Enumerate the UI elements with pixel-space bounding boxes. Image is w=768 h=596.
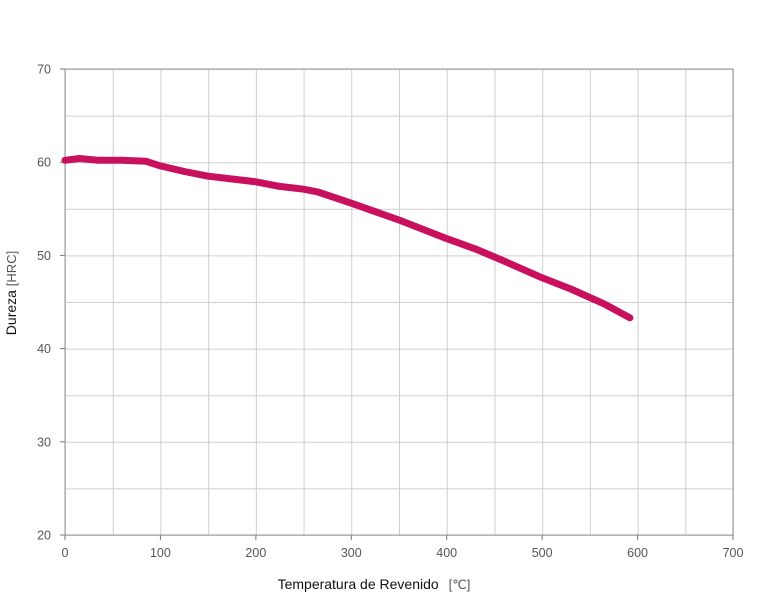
y-tick-label: 20 xyxy=(37,529,51,543)
x-axis-unit: [℃] xyxy=(449,577,471,592)
y-axis-title: Dureza [HRC] xyxy=(3,251,19,335)
y-tick-label: 40 xyxy=(37,342,51,356)
x-tick-label: 0 xyxy=(62,546,69,560)
x-tick-label: 100 xyxy=(150,546,171,560)
grid xyxy=(65,69,734,536)
x-tick-label: 400 xyxy=(436,546,457,560)
series-layer xyxy=(61,155,634,322)
x-tick-label: 500 xyxy=(532,546,553,560)
plot-area-frame xyxy=(64,68,734,536)
x-axis-ticks: 0 100 200 300 400 500 600 700 xyxy=(62,535,744,560)
hardness-curve xyxy=(61,155,634,322)
y-tick-label: 30 xyxy=(37,435,51,449)
x-tick-label: 200 xyxy=(245,546,266,560)
y-tick-label: 70 xyxy=(37,63,51,77)
y-axis-label: Dureza xyxy=(3,290,19,335)
x-axis-label: Temperatura de Revenido xyxy=(278,576,439,592)
x-tick-label: 700 xyxy=(723,546,744,560)
x-axis-title: Temperatura de Revenido [℃] xyxy=(278,576,471,592)
x-tick-label: 600 xyxy=(627,546,648,560)
y-axis-ticks: 20 30 40 50 60 70 xyxy=(37,63,65,543)
x-tick-label: 300 xyxy=(341,546,362,560)
y-tick-label: 60 xyxy=(37,156,51,170)
y-axis-unit: [HRC] xyxy=(4,251,19,286)
y-tick-label: 50 xyxy=(37,249,51,263)
